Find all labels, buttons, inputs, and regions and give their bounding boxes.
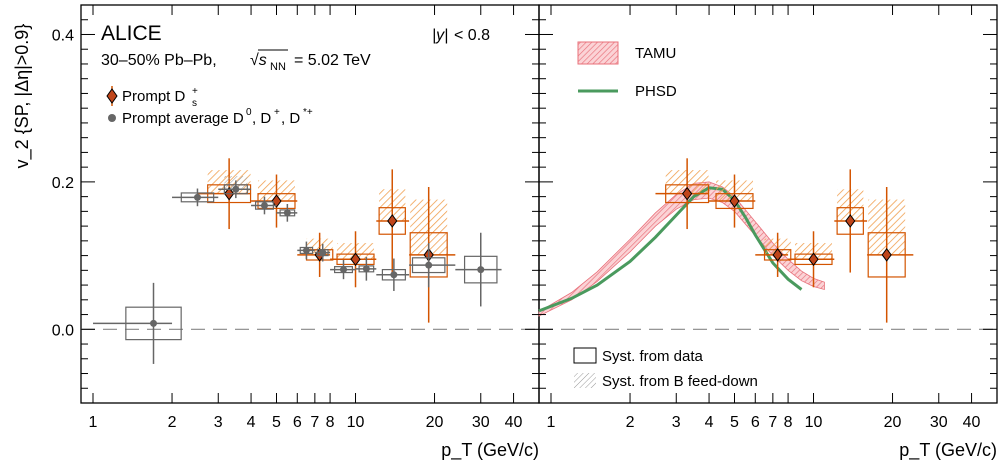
- legend-avg-label: Prompt average D: [122, 110, 244, 127]
- energy-label: = 5.02 TeV: [294, 52, 371, 69]
- avg-marker: [319, 249, 327, 257]
- experiment-label: ALICE: [101, 22, 162, 45]
- avg-marker: [302, 246, 310, 254]
- avg-marker: [340, 266, 348, 274]
- right-x-tick-label: 40: [963, 414, 981, 431]
- legend-avg-comma2: , D: [281, 110, 300, 127]
- legend-ds-label: Prompt D: [122, 88, 186, 105]
- left-x-tick-label: 3: [214, 414, 223, 431]
- left-x-axis-title: p_T (GeV/c): [441, 440, 539, 461]
- ds-marker: [845, 214, 856, 228]
- legend-tamu-swatch: [577, 41, 619, 65]
- right-x-tick-label: 30: [930, 414, 948, 431]
- legend-avg-sup-plus: +: [274, 107, 280, 118]
- left-x-tick-label: 1: [89, 414, 98, 431]
- avg-marker: [362, 265, 370, 273]
- legend-phsd-label: PHSD: [635, 83, 677, 100]
- ds-marker: [681, 186, 693, 201]
- left-x-tick-label: 7: [310, 414, 319, 431]
- legend-syst-fd-label: Syst. from B feed-down: [602, 373, 758, 390]
- ds-marker: [881, 248, 892, 262]
- legend-avg-marker: [108, 114, 116, 122]
- avg-marker: [477, 266, 485, 274]
- right-x-tick-label: 6: [751, 414, 760, 431]
- legend-avg-sup-star: *+: [303, 107, 313, 118]
- legend-ds-sup: +: [192, 86, 198, 97]
- avg-marker: [193, 193, 201, 201]
- sqrt-s-subscript: NN: [270, 61, 286, 73]
- legend-syst-data-swatch: [573, 347, 597, 364]
- y-tick-label: 0.2: [52, 175, 74, 192]
- right-x-axis-title: p_T (GeV/c): [899, 440, 997, 461]
- right-x-tick-label: 8: [784, 414, 793, 431]
- right-x-tick-label: 2: [626, 414, 635, 431]
- avg-marker: [390, 271, 398, 279]
- right-x-tick-label: 4: [705, 414, 714, 431]
- left-x-tick-label: 10: [347, 414, 365, 431]
- avg-marker: [232, 185, 240, 193]
- avg-marker: [283, 209, 291, 217]
- y-tick-label: 0.4: [52, 27, 74, 44]
- legend-syst-data-label: Syst. from data: [602, 348, 704, 365]
- right-x-tick-label: 7: [768, 414, 777, 431]
- legend-ds-marker: [106, 88, 118, 104]
- avg-marker: [425, 261, 433, 269]
- left-plot-area: [81, 158, 539, 364]
- rapidity-abs: |y|: [432, 27, 448, 44]
- ds-marker: [729, 194, 740, 208]
- avg-marker: [150, 319, 158, 327]
- rapidity-label: < 0.8: [454, 27, 490, 44]
- ds-marker: [808, 252, 819, 267]
- right-x-tick-label: 1: [547, 414, 556, 431]
- sqrt-s-symbol: √s: [250, 52, 267, 69]
- axes: 1 2 3 4 5 6 7 8 10 20 30 400.00.20.41 2 3 4 5 6 7 8 10 20 30 4…: [52, 5, 997, 431]
- left-x-tick-label: 20: [426, 414, 444, 431]
- ds-marker: [271, 194, 282, 208]
- right-plot-area: [538, 158, 997, 330]
- y-axis-title: v_2 {SP, |Δη|>0.9}: [12, 24, 33, 169]
- left-x-tick-label: 5: [272, 414, 281, 431]
- legend-syst-fd-swatch: [574, 373, 596, 388]
- legend-tamu-label: TAMU: [635, 45, 676, 62]
- right-x-tick-label: 3: [672, 414, 681, 431]
- right-x-tick-label: 5: [730, 414, 739, 431]
- avg-marker: [260, 201, 268, 209]
- left-x-tick-label: 30: [472, 414, 490, 431]
- legend-avg-comma1: , D: [252, 110, 271, 127]
- right-panel-frame: [538, 4, 998, 404]
- ds-marker: [350, 252, 361, 267]
- right-x-tick-label: 20: [884, 414, 902, 431]
- system-label: 30–50% Pb–Pb,: [101, 52, 217, 69]
- left-x-tick-label: 2: [168, 414, 177, 431]
- left-x-tick-label: 6: [293, 414, 302, 431]
- ds-marker: [772, 248, 783, 262]
- right-x-tick-label: 10: [805, 414, 823, 431]
- left-x-tick-label: 4: [247, 414, 256, 431]
- legend-ds-sub: s: [192, 98, 197, 109]
- legend-avg-sup0: 0: [246, 107, 252, 118]
- legend-left: Prompt D + s Prompt average D 0 , D + , …: [106, 86, 313, 127]
- y-tick-label: 0.0: [52, 322, 74, 339]
- left-x-tick-label: 8: [326, 414, 335, 431]
- left-x-tick-label: 40: [505, 414, 523, 431]
- ds-marker: [387, 214, 398, 228]
- legend-right: TAMU PHSD Syst. from data Syst. from B f…: [573, 41, 758, 390]
